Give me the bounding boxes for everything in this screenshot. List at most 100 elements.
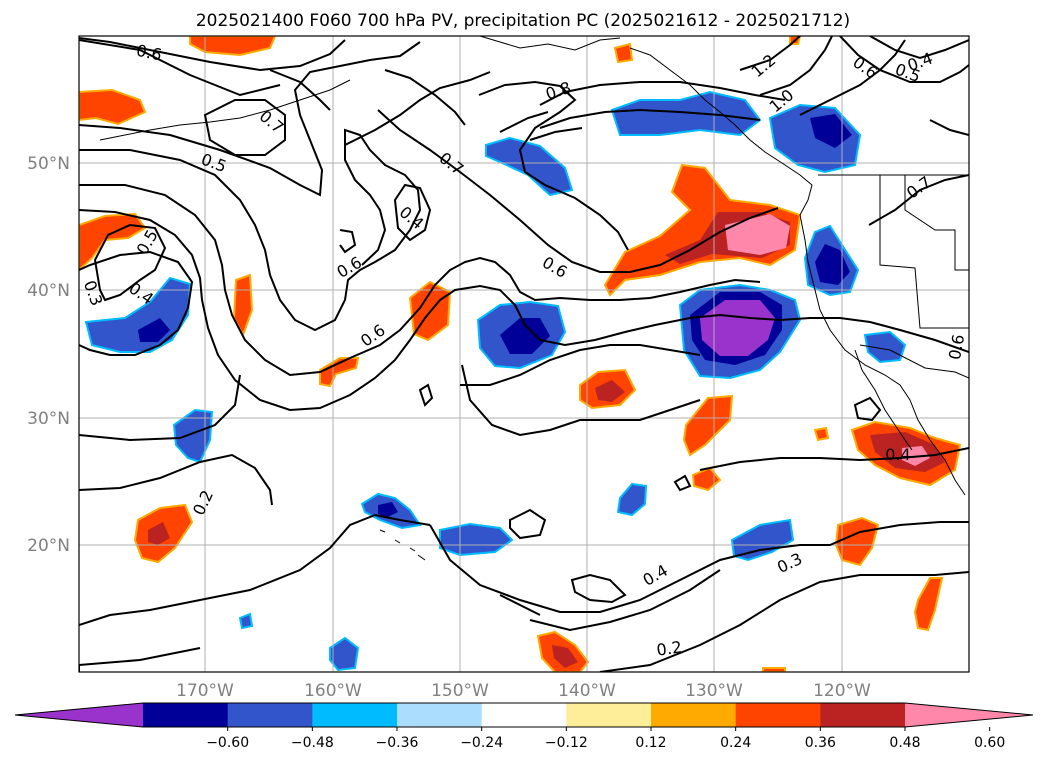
precip-positive-area	[813, 426, 830, 442]
pv-contour	[79, 647, 201, 672]
precip-positive-area	[79, 88, 147, 126]
colorbar-tick-label: −0.36	[376, 735, 419, 751]
pv-contour	[699, 447, 969, 471]
contour-label: 0.2	[655, 637, 683, 659]
colorbar-tick-label: 0.12	[635, 735, 666, 751]
colorbar-extend-high	[905, 703, 1033, 727]
precip-positive-area	[613, 42, 634, 64]
precip-positive-area	[603, 163, 802, 297]
precip-negative-area	[329, 636, 360, 672]
precip-strong-negative	[500, 318, 550, 354]
pv-contour	[739, 36, 801, 71]
pv-contour	[79, 453, 273, 506]
precip-negative-area	[616, 482, 648, 517]
colorbar-cell	[481, 703, 567, 727]
colorbar-tick-label: 0.48	[889, 735, 920, 751]
precip-positive-area	[762, 667, 786, 672]
pv-contour	[79, 184, 761, 377]
lon-label-140w: 140°W	[558, 681, 616, 701]
precip-positive-area	[913, 577, 944, 632]
pv-contour	[79, 128, 422, 332]
pv-contour	[460, 344, 701, 386]
colorbar-tick-label: −0.48	[291, 735, 334, 751]
lon-label-170w: 170°W	[176, 681, 234, 701]
precip-negative-area	[863, 330, 907, 364]
colorbar-ticks: −0.60 −0.48 −0.36 −0.24 −0.12 0.12 0.24 0.36 0.4…	[206, 727, 1005, 751]
us-state-border	[904, 175, 969, 271]
alaska-coast	[479, 36, 621, 51]
colorbar-tick-label: −0.60	[206, 735, 249, 751]
colorbar-tick-label: 0.24	[720, 735, 751, 751]
pv-contour	[203, 99, 286, 156]
pv-contour	[269, 69, 331, 111]
lat-label-20n: 20°N	[27, 536, 70, 556]
us-state-border	[879, 175, 969, 329]
colorbar-cell	[566, 703, 652, 727]
pv-contour	[539, 81, 786, 106]
lat-label-50n: 50°N	[27, 154, 70, 174]
pv-contour	[853, 396, 882, 422]
contour-label: 0.6	[945, 333, 968, 361]
pv-contour	[509, 508, 547, 540]
colorbar-tick-label: 0.36	[805, 735, 836, 751]
pv-contours	[79, 36, 969, 672]
colorbar-extend-low	[15, 703, 143, 727]
colorbar-cell	[651, 703, 737, 727]
contour-label: 0.6	[135, 41, 164, 65]
precip-positive-area	[319, 357, 360, 388]
north-america-coast	[629, 47, 966, 496]
colorbar-tick-label: 0.60	[974, 735, 1005, 751]
precip-heavy-area	[595, 380, 625, 402]
pv-contour	[79, 209, 969, 412]
pv-contour	[869, 36, 969, 60]
pv-contour	[839, 36, 969, 83]
map-frame	[78, 35, 970, 673]
coastlines	[99, 36, 969, 561]
precip-negative-area	[238, 612, 254, 630]
pv-contour	[868, 174, 969, 226]
precip-shading	[79, 36, 962, 672]
pv-contour	[418, 383, 434, 407]
colorbar-outline	[14, 702, 1034, 728]
pv-contour	[79, 41, 421, 197]
pv-contour	[79, 513, 431, 626]
pv-contour	[570, 573, 627, 604]
pv-contour	[529, 127, 583, 141]
colorbar-cell	[143, 703, 229, 727]
colorbar-cell	[312, 703, 398, 727]
pv-contour	[499, 111, 549, 133]
latitude-labels: 50°N 40°N 30°N 20°N	[27, 154, 70, 556]
pv-contour	[461, 364, 701, 437]
pv-contour	[673, 474, 692, 492]
longitude-labels: 170°W 160°W 150°W 140°W 130°W 120°W	[176, 681, 871, 701]
contour-label: 0.4	[885, 445, 910, 464]
precip-strong-negative	[378, 502, 398, 518]
pv-contour	[529, 569, 721, 632]
baja-coast	[854, 349, 913, 451]
pv-contour	[79, 37, 346, 72]
pv-contour	[539, 108, 761, 129]
pv-contour	[79, 39, 281, 97]
pv-contour	[393, 183, 432, 242]
colorbar-cell	[227, 703, 313, 727]
precip-positive-area	[682, 394, 734, 457]
precip-strong-negative	[138, 318, 170, 342]
map-panel: 0.6 0.7 0.5 0.4 0.6 0.7 0.8 1.2 1.0 0.6 …	[78, 35, 970, 673]
lon-label-160w: 160°W	[304, 681, 362, 701]
precip-positive-area	[79, 212, 147, 272]
colorbar-tick-label: −0.12	[545, 735, 588, 751]
mexico-border	[859, 344, 969, 379]
precip-max-core	[725, 214, 790, 255]
precip-heavy-area	[552, 645, 578, 668]
pv-contour	[799, 39, 906, 116]
precip-positive-area	[189, 36, 277, 57]
lon-label-130w: 130°W	[685, 681, 743, 701]
lon-label-120w: 120°W	[813, 681, 871, 701]
pv-contour	[929, 119, 969, 136]
colorbar-cell	[397, 703, 483, 727]
lat-label-40n: 40°N	[27, 281, 70, 301]
lat-label-30n: 30°N	[27, 409, 70, 429]
colorbar-tick-label: −0.24	[460, 735, 503, 751]
pv-contour	[759, 36, 833, 96]
colorbar-cell	[820, 703, 906, 727]
